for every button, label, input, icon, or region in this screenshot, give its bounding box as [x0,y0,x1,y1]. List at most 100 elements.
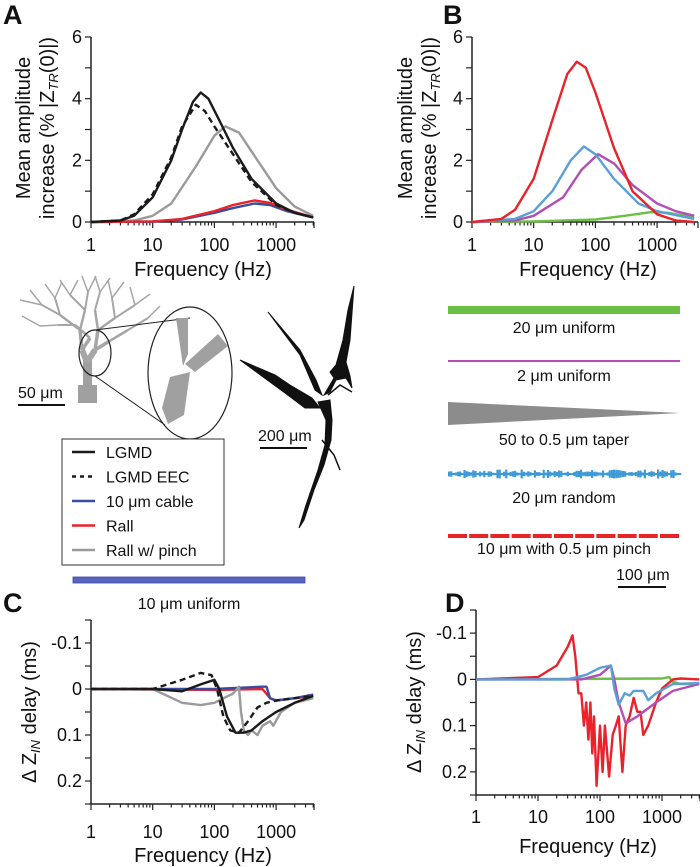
y-tick-label: 2 [453,150,463,170]
random-cable-segment [551,472,554,476]
random-cable-segment [489,471,492,477]
svg-text:Δ ZIN delay (ms): Δ ZIN delay (ms) [19,641,43,783]
random-cable-segment [599,472,602,476]
random-cable-segment [674,472,677,476]
cable-label: 10 μm uniform [138,596,241,613]
x-tick-label: 10 [143,235,163,255]
rall-tree-illustration [19,275,161,403]
random-cable-segment [500,473,503,475]
random-cable-segment [672,469,675,479]
random-cable-segment [470,472,473,476]
random-cable-segment [635,471,638,477]
random-cable-segment [516,472,519,476]
random-cable-segment [569,473,572,475]
y-tick-label: 2 [72,150,82,170]
random-cable-segment [542,469,545,479]
random-cable-segment [628,472,631,476]
legend-label: 10 μm cable [106,494,194,511]
morph-label-3: 20 μm random [512,490,615,507]
x-tick-label: 10 [143,822,163,842]
random-cable-segment [564,472,567,476]
random-cable-segment [492,472,495,476]
y-tick-label: 0.1 [57,725,82,745]
lgmd-neuron-illustration [239,285,355,529]
random-cable-segment [621,470,624,478]
panel-label-d: D [445,588,465,618]
random-cable-segment [505,469,508,479]
random-cable-segment [654,473,657,475]
random-cable-segment [577,470,580,478]
random-cable-segment [527,471,530,477]
series-line-lgmd [91,678,314,734]
series-line-2-m-uniform [471,152,695,224]
y-tick-label: 6 [72,27,82,47]
x-axis-title-b: Frequency (Hz) [519,259,657,281]
random-cable-segment [450,471,453,477]
random-cable-segment [509,471,512,477]
x-axis-title-a: Frequency (Hz) [134,259,272,281]
random-cable-segment [562,472,565,476]
y-tick-label: 0 [72,212,82,232]
random-cable-segment [573,471,576,477]
random-cable-segment [549,471,552,477]
x-tick-label: 1 [86,822,96,842]
x-axis-title-d: Frequency (Hz) [519,836,657,858]
morph-label-0: 20 μm uniform [513,320,616,337]
random-cable-segment [518,472,521,476]
random-cable-segment [646,473,649,475]
morph-taper-shape [448,402,680,425]
random-cable-segment [496,469,499,479]
svg-text:Δ ZIN delay (ms): Δ ZIN delay (ms) [404,631,428,773]
random-cable-segment [663,471,666,477]
random-cable-segment [595,471,598,477]
random-cable-segment [560,470,563,478]
random-cable-segment [657,469,660,479]
morph-label-2: 50 to 0.5 μm taper [499,432,630,449]
random-cable-segment [604,472,607,476]
random-cable-segment [648,472,651,476]
x-axis-title-c: Frequency (Hz) [134,845,272,867]
y-tick-label: -0.1 [51,633,82,653]
random-cable-segment [676,473,679,475]
morph-20um-uniform-bar [448,306,680,314]
x-tick-label: 100 [585,807,615,827]
random-cable-segment [522,471,525,477]
x-tick-label: 100 [199,235,229,255]
random-cable-segment [498,469,501,479]
y-axis-title-c: Δ ZIN delay (ms) [19,641,43,783]
random-cable-segment [485,472,488,476]
random-cable-segment [454,472,457,476]
random-cable-segment [582,472,585,476]
random-cable-segment [639,470,642,478]
random-cable-segment [461,473,464,475]
random-cable-segment [483,470,486,478]
chart-panel-b: 1 10 100 1000 0 2 4 6 [453,27,699,255]
magnifier-inset [78,306,233,440]
random-cable-segment [487,471,490,477]
x-tick-label: 1 [86,235,96,255]
series-line-lgmd [90,91,314,224]
random-cable-segment [624,471,627,477]
legend-label: Rall [106,519,134,536]
y-title-line1: Mean amplitude [395,57,417,199]
random-cable-segment [602,470,605,478]
x-tick-label: 1 [467,235,477,255]
x-tick-label: 10 [528,807,548,827]
random-cable-segment [472,470,475,478]
random-cable-segment [558,470,561,478]
random-cable-segment [615,469,618,479]
legend-label: Rall w/ pinch [106,543,197,560]
random-cable-segment [525,472,528,476]
y-axis-title-a: Mean amplitude increase (% |ZTR(0)|) [13,37,61,219]
panel-label-a: A [3,0,23,30]
y-tick-label: 0 [72,679,82,699]
random-cable-segment [626,473,629,475]
random-cable-segment [652,471,655,477]
legend-label: LGMD [106,445,152,462]
series-line-10-m-cable [91,685,314,702]
random-cable-segment [533,470,536,478]
random-cable-segment [670,470,673,478]
random-cable-segment [630,472,633,476]
random-cable-segment [463,469,466,479]
series-line-20-m-random [471,145,695,224]
